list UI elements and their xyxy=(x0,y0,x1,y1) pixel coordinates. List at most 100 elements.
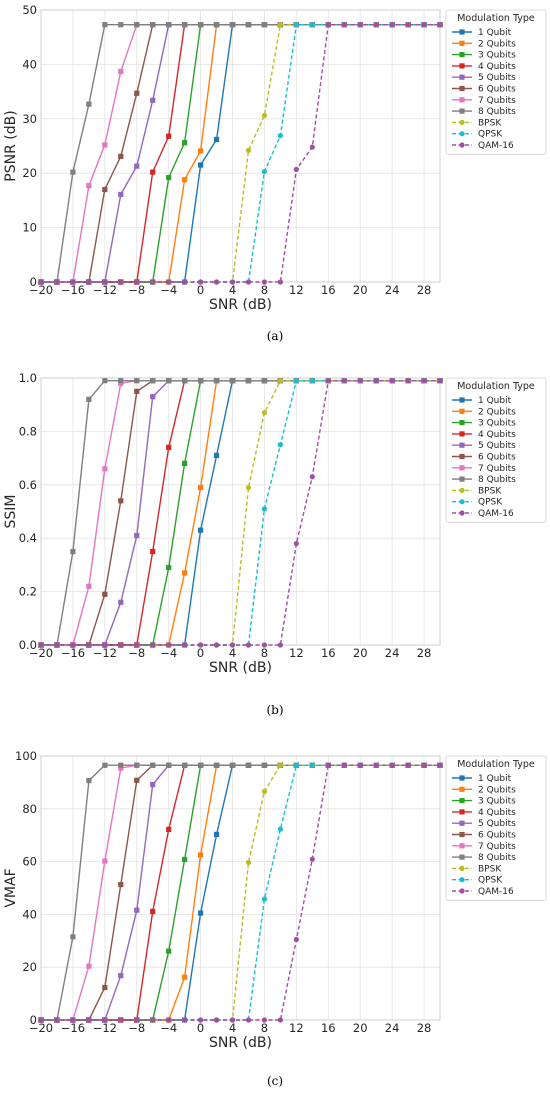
x-tick-label: 4 xyxy=(229,283,236,297)
data-point xyxy=(118,881,124,888)
data-point xyxy=(198,22,204,28)
data-point xyxy=(166,133,172,139)
data-point xyxy=(229,762,236,768)
x-tick-label: −16 xyxy=(61,283,85,297)
data-point xyxy=(293,166,299,172)
data-point xyxy=(198,378,204,384)
x-tick-label: −12 xyxy=(93,1021,117,1035)
x-tick-label: −20 xyxy=(29,283,53,297)
data-point xyxy=(102,762,108,768)
data-point xyxy=(166,642,172,648)
data-point xyxy=(245,147,252,153)
legend-label: QAM-16 xyxy=(478,509,514,519)
legend-marker xyxy=(459,820,465,826)
x-tick-label: −4 xyxy=(160,1021,177,1035)
data-point xyxy=(261,896,268,902)
legend-box xyxy=(445,755,547,901)
data-point xyxy=(341,762,347,768)
legend-label: 8 Qubits xyxy=(478,107,516,117)
data-point xyxy=(150,781,156,788)
data-point xyxy=(134,163,140,169)
data-point xyxy=(86,777,92,784)
legend-label: 5 Qubits xyxy=(478,819,516,829)
legend-label: QPSK xyxy=(478,498,503,508)
y-tick-label: 80 xyxy=(22,802,37,816)
legend-label: BPSK xyxy=(478,486,502,496)
x-tick-label: −20 xyxy=(29,1021,53,1035)
data-point xyxy=(134,1017,140,1023)
series-line-6-qubits xyxy=(41,380,440,646)
legend-label: 5 Qubits xyxy=(478,73,516,83)
y-tick-label: 0.4 xyxy=(19,531,37,545)
data-point xyxy=(150,908,156,915)
legend-marker xyxy=(459,97,465,103)
data-point xyxy=(182,140,188,146)
legend-box xyxy=(445,9,547,155)
legend-label: 2 Qubits xyxy=(478,39,516,49)
data-point xyxy=(277,1017,283,1023)
x-tick-label: −12 xyxy=(93,283,117,297)
data-point xyxy=(134,762,140,768)
series-line-qam-16 xyxy=(41,24,440,283)
legend-marker xyxy=(459,74,465,80)
data-point xyxy=(70,1017,76,1023)
legend-marker xyxy=(459,465,465,471)
data-point xyxy=(86,183,92,189)
data-point xyxy=(102,642,108,648)
data-point xyxy=(198,162,204,168)
data-point xyxy=(86,1017,92,1023)
legend-marker xyxy=(459,888,465,894)
legend-label: 7 Qubits xyxy=(478,842,516,852)
legend-label: 8 Qubits xyxy=(478,475,516,485)
series-line-5-qubits xyxy=(41,764,440,1021)
data-point xyxy=(118,68,124,75)
legend-label: 4 Qubits xyxy=(478,62,516,72)
legend-label: BPSK xyxy=(478,118,502,128)
data-point xyxy=(309,474,315,480)
x-tick-label: 12 xyxy=(289,1021,304,1035)
data-point xyxy=(293,540,299,547)
legend-marker xyxy=(459,476,465,482)
data-point xyxy=(389,22,395,28)
plot-frame xyxy=(40,9,441,283)
data-point xyxy=(118,762,124,768)
data-point xyxy=(261,410,268,416)
data-point xyxy=(213,762,220,768)
legend-label: 1 Qubit xyxy=(478,774,512,784)
data-point xyxy=(245,859,252,865)
series-line-6-qubits xyxy=(41,764,440,1021)
x-axis-label: SNR (dB) xyxy=(209,660,272,676)
chart-panel-3: −20 −16 −12 −8 −4 0 4 8 12 16 20 24 28 0 20 40 60 80 100 SN… xyxy=(3,749,547,1088)
legend-marker xyxy=(459,119,465,125)
data-point xyxy=(166,22,172,28)
legend-marker xyxy=(459,142,465,148)
series-line-1-qubit xyxy=(41,764,440,1021)
y-axis-label: PSNR (dB) xyxy=(3,110,19,181)
data-point xyxy=(373,22,379,28)
series-group xyxy=(38,22,443,285)
x-tick-label: 0 xyxy=(197,646,204,660)
data-point xyxy=(389,762,395,768)
x-tick-label: 20 xyxy=(353,1021,368,1035)
data-point xyxy=(198,762,204,768)
legend-marker xyxy=(459,786,465,792)
data-point xyxy=(277,762,283,768)
y-axis-label: SSIM xyxy=(3,495,19,529)
data-point xyxy=(166,444,172,451)
x-tick-label: −8 xyxy=(128,1021,145,1035)
data-point xyxy=(277,642,283,648)
panel-caption: (c) xyxy=(267,1074,283,1088)
data-point xyxy=(229,642,236,648)
legend-label: QPSK xyxy=(478,876,503,886)
data-point xyxy=(198,852,204,858)
y-tick-label: 0.2 xyxy=(19,585,37,599)
y-tick-label: 0.0 xyxy=(19,638,37,652)
x-tick-label: 4 xyxy=(229,646,236,660)
legend-label: QPSK xyxy=(478,130,503,140)
legend-label: 3 Qubits xyxy=(478,51,516,61)
data-point xyxy=(38,1017,44,1023)
data-point xyxy=(198,148,204,154)
legend-marker xyxy=(459,854,465,860)
data-point xyxy=(421,762,427,768)
